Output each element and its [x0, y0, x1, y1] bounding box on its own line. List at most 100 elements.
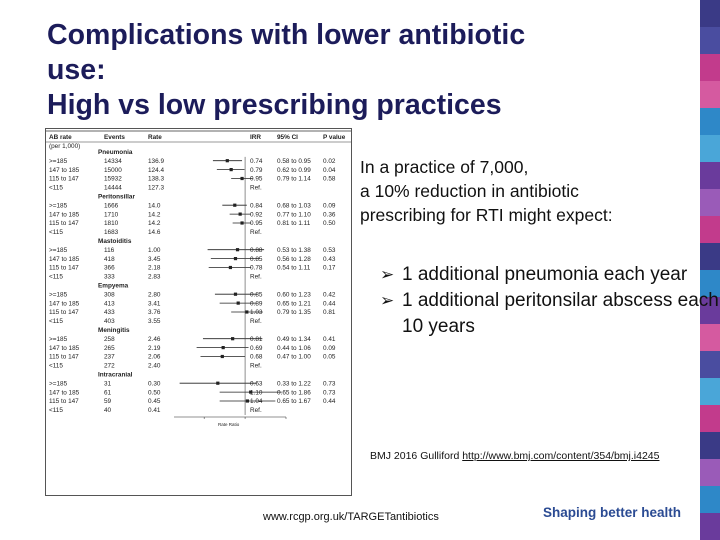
rate-band-cell: 147 to 185 — [49, 389, 80, 396]
p-value-cell: 0.73 — [323, 389, 336, 396]
estimate-marker — [240, 176, 244, 181]
irr-cell: 0.69 — [250, 345, 263, 352]
stripe — [700, 297, 720, 324]
rate-cell: 0.45 — [148, 398, 161, 405]
ci-cell: 0.53 to 1.38 — [277, 247, 311, 254]
bullet-item: ➢ 1 additional pneumonia each year — [380, 262, 720, 288]
column-header: Events — [104, 134, 125, 141]
stripe — [700, 378, 720, 405]
p-value-cell: 0.58 — [323, 176, 336, 183]
stripe — [700, 81, 720, 108]
rate-band-cell: 147 to 185 — [49, 167, 80, 174]
events-cell: 403 — [104, 318, 115, 325]
irr-cell: 0.81 — [250, 336, 263, 343]
rate-cell: 14.2 — [148, 211, 161, 218]
irr-cell: 0.79 — [250, 167, 263, 174]
stripe — [700, 459, 720, 486]
group-label: Peritonsillar — [98, 194, 135, 201]
estimate-marker — [231, 337, 235, 341]
ci-cell: 0.56 to 1.28 — [277, 256, 311, 263]
rate-cell: 14.6 — [148, 229, 161, 236]
rate-band-cell: >=185 — [49, 158, 68, 165]
rate-cell: 3.41 — [148, 300, 161, 307]
rate-cell: 138.3 — [148, 176, 164, 183]
column-header: P value — [323, 134, 346, 141]
rate-band-cell: >=185 — [49, 291, 68, 298]
irr-cell: 0.89 — [250, 300, 263, 307]
citation-link[interactable]: http://www.bmj.com/content/354/bmj.i4245 — [462, 450, 660, 462]
p-value-cell: 0.81 — [323, 309, 336, 316]
events-cell: 15000 — [104, 167, 122, 174]
irr-cell: 0.63 — [250, 380, 263, 387]
rate-band-cell: <115 — [49, 229, 63, 236]
column-header: Rate — [148, 134, 162, 141]
events-cell: 1710 — [104, 211, 119, 218]
stripe — [700, 432, 720, 459]
irr-cell: 0.92 — [250, 211, 263, 218]
stripe — [700, 324, 720, 351]
events-cell: 116 — [104, 247, 115, 254]
arrow-bullet-icon: ➢ — [380, 265, 395, 284]
ci-cell: 0.62 to 0.99 — [277, 167, 311, 174]
irr-cell: 0.74 — [250, 158, 263, 165]
stripe — [700, 405, 720, 432]
ci-cell: 0.65 to 1.67 — [277, 398, 311, 405]
title-line: Complications with lower antibiotic — [47, 19, 526, 51]
estimate-marker — [235, 248, 240, 252]
p-value-cell: 0.09 — [323, 202, 336, 209]
irr-cell: 0.95 — [250, 176, 263, 183]
body-line: In a practice of 7,000, — [360, 157, 529, 177]
ci-cell: 0.33 to 1.22 — [277, 380, 311, 387]
events-cell: 61 — [104, 389, 112, 396]
x-axis-label: Rate Ratio — [218, 422, 240, 427]
column-header: IRR — [250, 134, 261, 141]
rate-cell: 3.55 — [148, 318, 161, 325]
ci-cell: 0.79 to 1.14 — [277, 176, 311, 183]
arrow-bullet-icon: ➢ — [380, 291, 395, 310]
rate-band-cell: 147 to 185 — [49, 211, 80, 218]
rate-band-cell: 115 to 147 — [49, 265, 79, 272]
rate-cell: 0.30 — [148, 380, 161, 387]
rate-band-cell: 115 to 147 — [49, 220, 79, 227]
estimate-marker — [233, 292, 238, 296]
rate-band-cell: <115 — [49, 185, 63, 192]
irr-cell: 0.85 — [250, 291, 263, 298]
forest-plot-figure: AB rate Events Rate IRR 95% CI P value (per 1,… — [45, 128, 352, 496]
rate-cell: 127.3 — [148, 185, 164, 192]
rate-cell: 124.4 — [148, 167, 164, 174]
column-header: 95% CI — [277, 134, 298, 141]
footer-url[interactable]: www.rcgp.org.uk/TARGETantibiotics — [263, 511, 439, 523]
rate-band-cell: 115 to 147 — [49, 354, 79, 361]
estimate-marker — [216, 381, 220, 385]
irr-cell: 0.68 — [250, 354, 263, 361]
ci-cell: 0.79 to 1.35 — [277, 309, 311, 316]
p-value-cell: 0.50 — [323, 220, 336, 227]
stripe — [700, 351, 720, 378]
estimate-marker — [225, 159, 229, 163]
events-cell: 40 — [104, 407, 112, 414]
p-value-cell: 0.36 — [323, 211, 336, 218]
events-cell: 413 — [104, 300, 115, 307]
rate-band-cell: 147 to 185 — [49, 300, 80, 307]
body-line: prescribing for RTI might expect: — [360, 205, 613, 225]
irr-cell: 0.85 — [250, 256, 263, 263]
estimate-marker — [238, 212, 242, 216]
rate-band-cell: 147 to 185 — [49, 345, 80, 352]
ci-cell: 0.54 to 1.11 — [277, 265, 311, 272]
rate-cell: 14.2 — [148, 220, 161, 227]
rate-cell: 3.76 — [148, 309, 161, 316]
ci-cell: 0.47 to 1.00 — [277, 354, 311, 361]
rate-cell: 2.83 — [148, 274, 161, 281]
p-value-cell: 0.41 — [323, 336, 336, 343]
rate-cell: 2.80 — [148, 291, 161, 298]
rate-band-cell: >=185 — [49, 247, 68, 254]
p-value-cell: 0.09 — [323, 345, 336, 352]
ci-cell: 0.65 to 1.86 — [277, 389, 311, 396]
p-value-cell: 0.04 — [323, 167, 336, 174]
body-line: a 10% reduction in antibiotic — [360, 181, 579, 201]
stripe — [700, 162, 720, 189]
rate-band-cell: 115 to 147 — [49, 398, 79, 405]
events-cell: 272 — [104, 363, 115, 370]
irr-cell: 1.03 — [250, 309, 263, 316]
slide-title: Complications with lower antibiotic use:… — [47, 18, 667, 123]
